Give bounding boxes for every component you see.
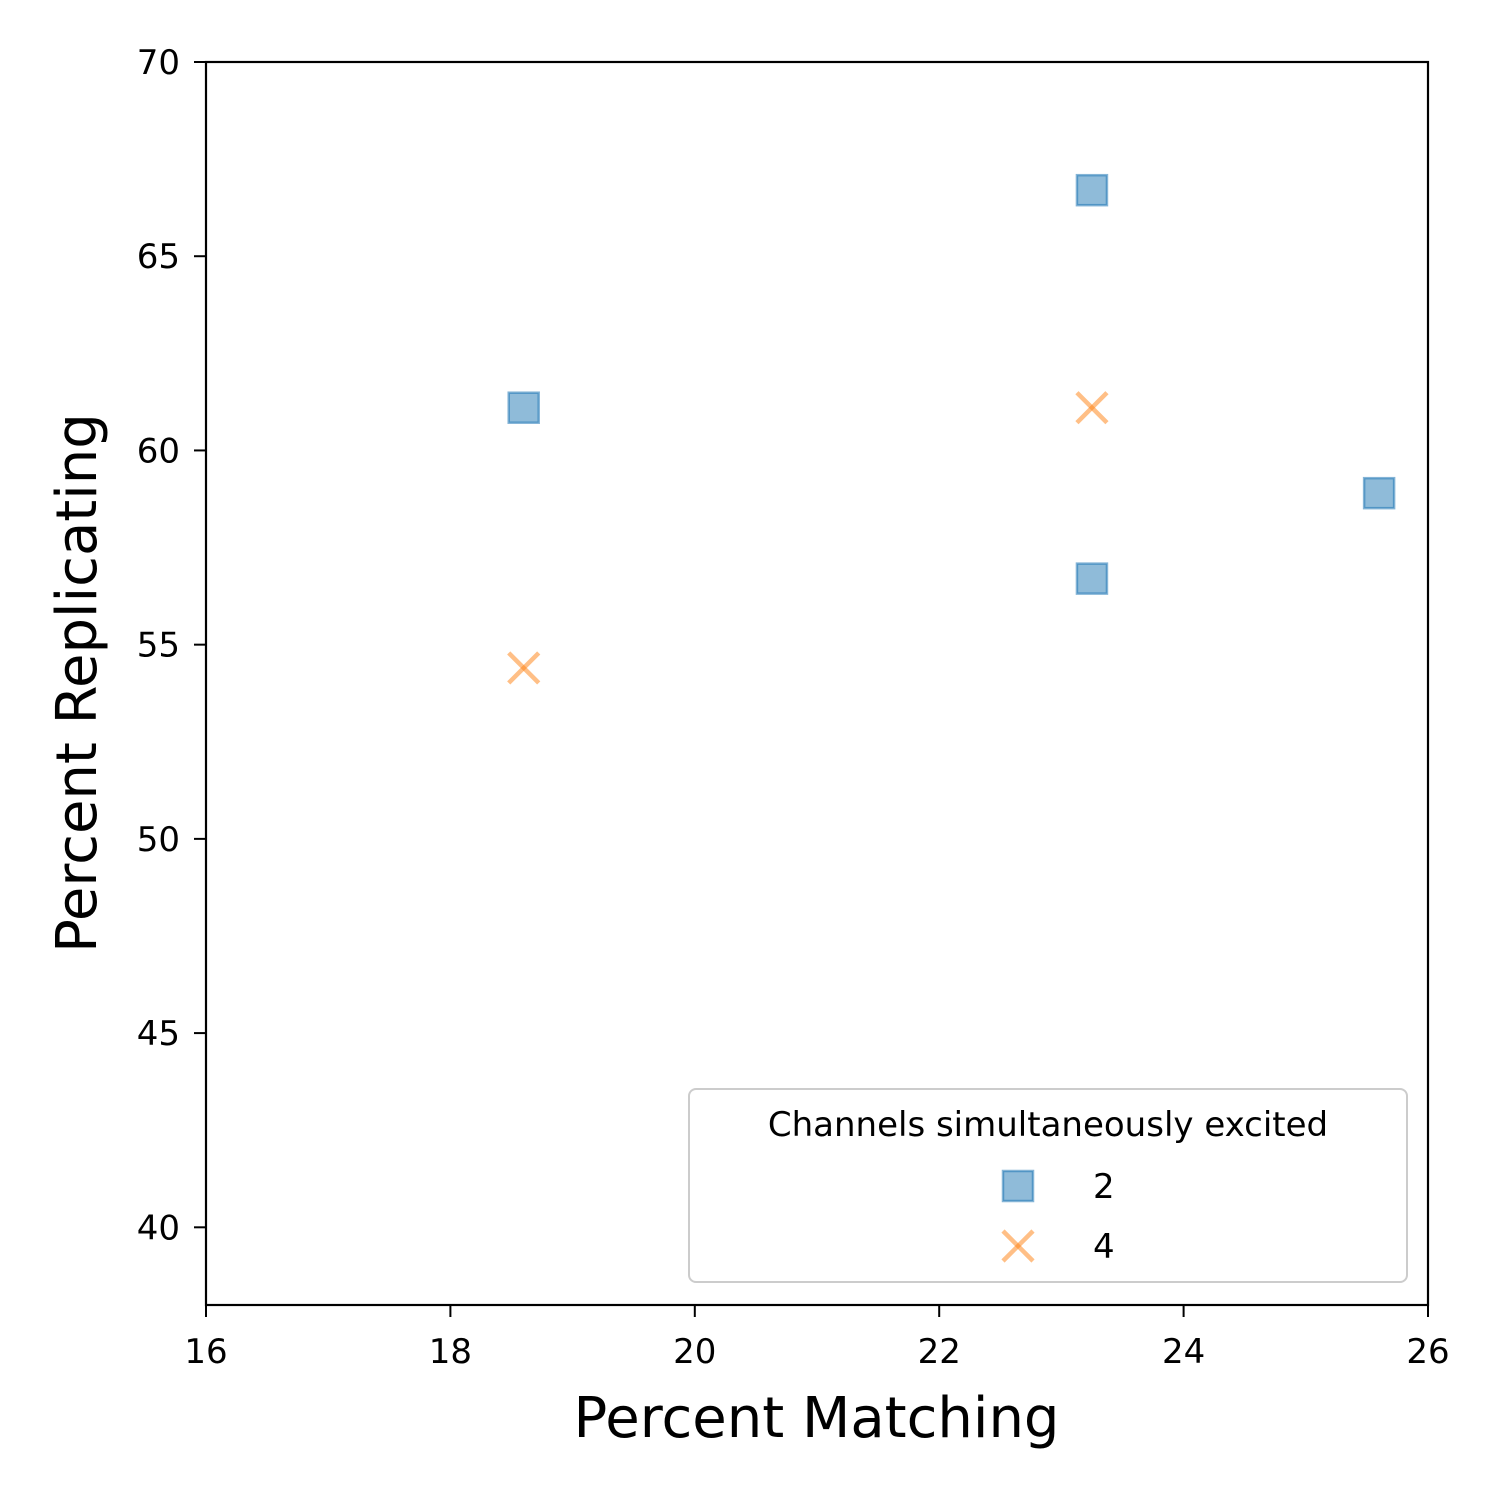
- legend-label: 2: [1093, 1167, 1115, 1207]
- y-tick-label: 40: [137, 1208, 180, 1248]
- x-tick-label: 18: [429, 1332, 472, 1372]
- y-tick-label: 55: [137, 626, 180, 666]
- x-axis-title: Percent Matching: [574, 1386, 1060, 1451]
- y-tick-label: 70: [137, 43, 180, 83]
- y-tick-label: 60: [137, 431, 180, 471]
- legend-box: [688, 1088, 1408, 1283]
- x-tick-label: 24: [1162, 1332, 1205, 1372]
- square-point: [1075, 173, 1109, 207]
- square-point: [507, 391, 540, 424]
- y-tick-label: 45: [137, 1014, 180, 1054]
- x-tick-label: 16: [184, 1332, 227, 1372]
- x-point: [507, 651, 541, 685]
- y-tick-label: 65: [137, 237, 180, 277]
- y-tick-label: 50: [137, 820, 180, 860]
- legend-marker: [1001, 1229, 1035, 1263]
- legend-label: 4: [1093, 1227, 1115, 1267]
- y-axis-ticks: 40 45 50 55 60 65 70: [137, 43, 206, 1248]
- x-tick-label: 20: [673, 1332, 716, 1372]
- square-point: [1075, 562, 1109, 595]
- y-axis-title: Percent Replicating: [45, 413, 110, 953]
- x-axis-ticks: 16 18 20 22 24 26: [184, 1305, 1450, 1372]
- x-tick-label: 22: [918, 1332, 961, 1372]
- legend-marker: [1001, 1169, 1035, 1203]
- x-tick-label: 26: [1406, 1332, 1449, 1372]
- legend: Channels simultaneously excited 24: [688, 1088, 1408, 1283]
- data-points: [507, 173, 1396, 685]
- x-point: [1075, 391, 1109, 425]
- legend-title: Channels simultaneously excited: [768, 1105, 1328, 1145]
- axes-frame: [204, 60, 1430, 1307]
- square-point: [1362, 476, 1396, 510]
- legend-entries: 24: [1001, 1167, 1115, 1267]
